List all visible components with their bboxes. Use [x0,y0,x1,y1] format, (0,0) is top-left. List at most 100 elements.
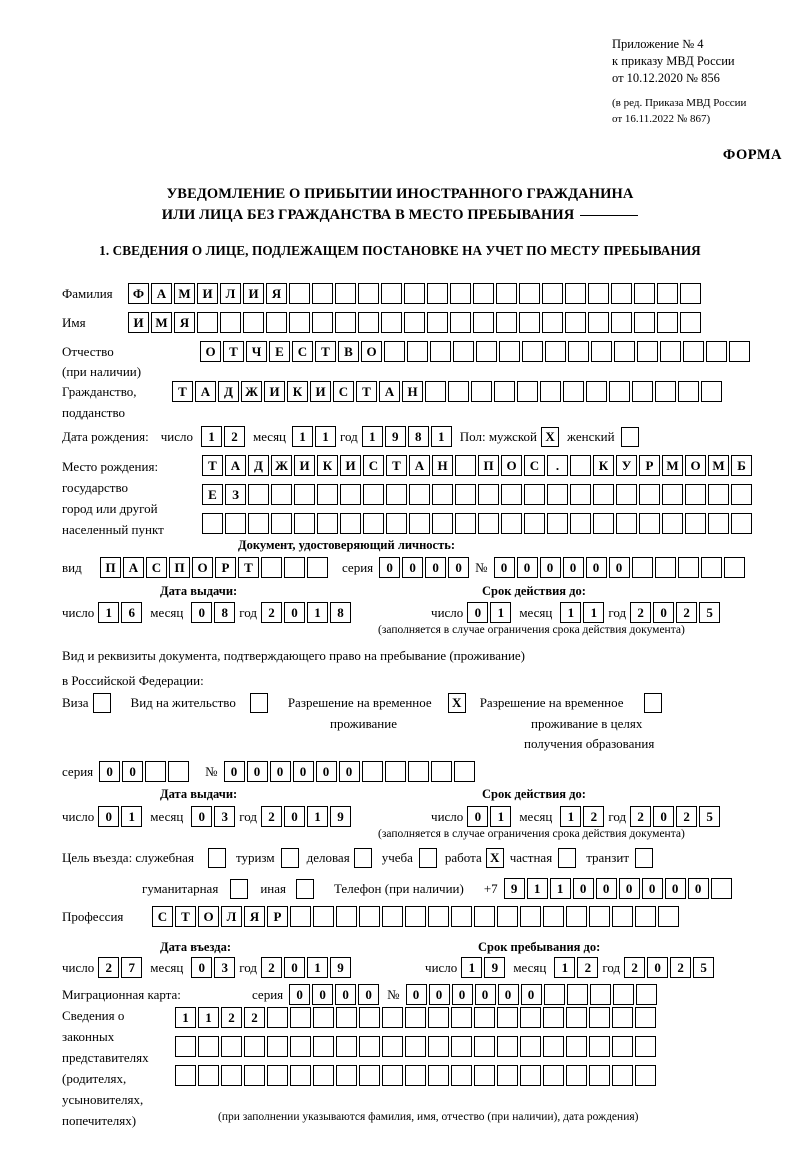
document-series-cells-2[interactable]: 0 [402,557,424,578]
edu-residence-checkbox[interactable] [643,693,662,713]
profession-cells-20[interactable] [589,906,610,927]
legal-rep-cells-1-18[interactable] [566,1007,587,1028]
birth-place-cells-2-18[interactable] [593,484,614,505]
patronymic-cells-5[interactable]: С [292,341,313,362]
migration-number-cells-7[interactable] [543,984,565,1005]
migration-number-cells-3[interactable]: 0 [451,984,473,1005]
profession-cells-17[interactable] [520,906,541,927]
doc-valid-year-cells-3[interactable]: 2 [676,602,698,623]
profession-cells-22[interactable] [635,906,656,927]
birth-place-cells-1-13[interactable]: П [478,455,499,476]
patronymic-cells-7[interactable]: В [338,341,359,362]
legal-rep-cells-1-19[interactable] [589,1007,610,1028]
name-cells-8[interactable] [289,312,310,333]
legal-rep-cells-1-15[interactable] [497,1007,518,1028]
citizenship-cells-24[interactable] [701,381,722,402]
legal-rep-cells-3-3[interactable] [221,1065,242,1086]
right-number-cells-11[interactable] [453,761,475,782]
birth-place-cells-3-24[interactable] [731,513,752,534]
birth-place-cells-3-12[interactable] [455,513,476,534]
document-number-cells-1[interactable]: 0 [493,557,515,578]
patronymic-cells-20[interactable] [637,341,658,362]
residence-permit-checkbox[interactable] [249,693,268,713]
name-cells-20[interactable] [565,312,586,333]
legal-rep-cells-1-10[interactable] [382,1007,403,1028]
visa-checkbox[interactable] [92,693,111,713]
legal-rep-cells-1-12[interactable] [428,1007,449,1028]
migration-series-cells-4[interactable]: 0 [358,984,380,1005]
name-cells-4[interactable] [197,312,218,333]
name-cells-1[interactable]: И [128,312,149,333]
profession-cells-23[interactable] [658,906,679,927]
birth-place-cells-1-3[interactable]: Д [248,455,269,476]
purpose-official-checkbox[interactable] [207,848,226,868]
name-cells-2[interactable]: М [151,312,172,333]
document-kind-cells-1[interactable]: П [100,557,121,578]
profession-cells-6[interactable]: Р [267,906,288,927]
phone-cells-2[interactable]: 1 [526,878,548,899]
surname-cells-25[interactable] [680,283,701,304]
patronymic-cells-2[interactable]: Т [223,341,244,362]
legal-rep-cells-2-5[interactable] [267,1036,288,1057]
right-valid-month-cells-2[interactable]: 2 [583,806,605,827]
citizenship-cells-1[interactable]: Т [172,381,193,402]
stay-year-cells-1[interactable]: 2 [624,957,646,978]
stay-year-cells-3[interactable]: 2 [670,957,692,978]
profession-cells-19[interactable] [566,906,587,927]
birth-place-cells-3-5[interactable] [294,513,315,534]
citizenship-cells-16[interactable] [517,381,538,402]
birth-place-cells-2-1[interactable]: Е [202,484,223,505]
purpose-humanitarian-checkbox[interactable] [230,878,249,899]
right-valid-year-cells-2[interactable]: 0 [653,806,675,827]
profession-cells-13[interactable] [428,906,449,927]
right-series-cells-1[interactable]: 0 [99,761,121,782]
birth-place-cells-3-6[interactable] [317,513,338,534]
birth-place-cells-2-17[interactable] [570,484,591,505]
legal-rep-cells-1-16[interactable] [520,1007,541,1028]
legal-rep-cells-2-16[interactable] [520,1036,541,1057]
document-kind-cells-3[interactable]: С [146,557,167,578]
citizenship-cells-10[interactable]: А [379,381,400,402]
legal-rep-cells-2-15[interactable] [497,1036,518,1057]
document-number-cells-9[interactable] [677,557,699,578]
patronymic-cells-6[interactable]: Т [315,341,336,362]
profession-cells-4[interactable]: Л [221,906,242,927]
birth-place-cells-2-8[interactable] [363,484,384,505]
patronymic-cells-17[interactable] [568,341,589,362]
birth-place-cells-3-8[interactable] [363,513,384,534]
birth-month-cells-1[interactable]: 1 [292,426,314,447]
profession-cells-1[interactable]: С [152,906,173,927]
doc-issue-year-cells-4[interactable]: 8 [330,602,352,623]
birth-place-cells-3-19[interactable] [616,513,637,534]
birth-place-cells-3-3[interactable] [248,513,269,534]
document-number-cells-10[interactable] [700,557,722,578]
birth-year-cells-1[interactable]: 1 [361,426,383,447]
phone-cells-5[interactable]: 0 [595,878,617,899]
surname-cells-7[interactable]: Я [266,283,287,304]
name-cells-10[interactable] [335,312,356,333]
birth-place-cells-1-22[interactable]: О [685,455,706,476]
surname-cells-15[interactable] [450,283,471,304]
legal-rep-cells-3-17[interactable] [543,1065,564,1086]
surname-cells-3[interactable]: М [174,283,195,304]
surname-cells-16[interactable] [473,283,494,304]
doc-valid-month-cells-1[interactable]: 1 [560,602,582,623]
birth-place-cells-2-21[interactable] [662,484,683,505]
document-series-cells-4[interactable]: 0 [448,557,470,578]
legal-rep-cells-3-18[interactable] [566,1065,587,1086]
legal-rep-cells-1-8[interactable] [336,1007,357,1028]
legal-rep-cells-2-8[interactable] [336,1036,357,1057]
citizenship-cells-9[interactable]: Т [356,381,377,402]
profession-cells-2[interactable]: Т [175,906,196,927]
name-cells-24[interactable] [657,312,678,333]
doc-valid-day-cells-1[interactable]: 0 [467,602,489,623]
name-cells-17[interactable] [496,312,517,333]
citizenship-cells-7[interactable]: И [310,381,331,402]
patronymic-cells-24[interactable] [729,341,750,362]
doc-valid-day-cells-2[interactable]: 1 [490,602,512,623]
patronymic-cells-19[interactable] [614,341,635,362]
right-issue-month-cells-1[interactable]: 0 [191,806,213,827]
